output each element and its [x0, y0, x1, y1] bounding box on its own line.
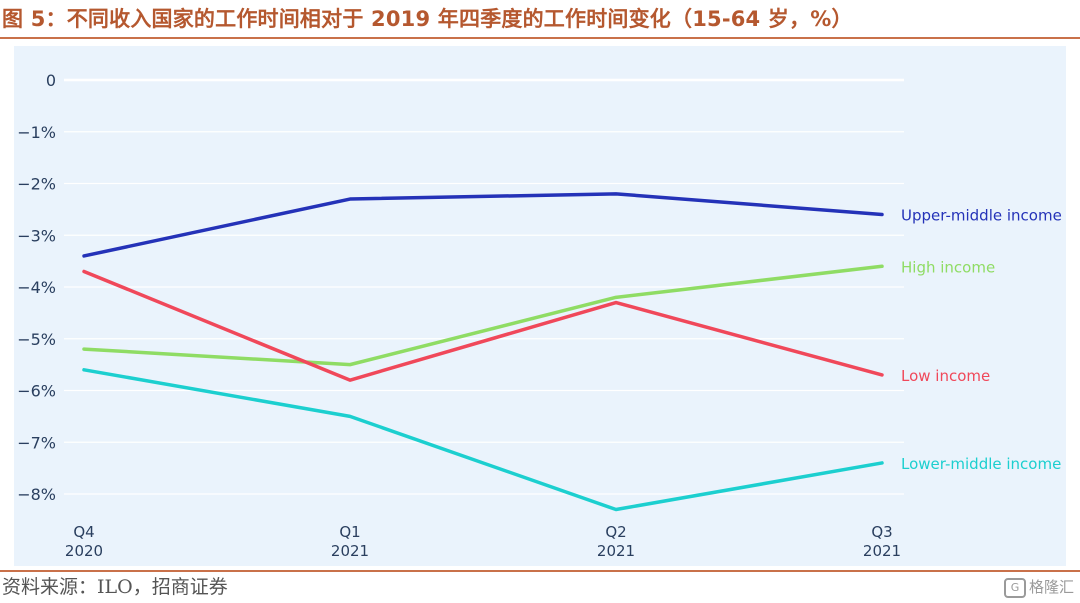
series-line [82, 264, 884, 367]
y-tick-label: −4% [17, 278, 56, 297]
title-divider [0, 37, 1080, 39]
series-label: Lower-middle income [901, 455, 1061, 473]
y-tick-label: −3% [17, 226, 56, 245]
source-note: 资料来源：ILO，招商证券 [2, 576, 228, 598]
y-axis-labels: 0 −1% −2% −3% −4% −5% −6% −7% −8% [17, 71, 56, 504]
y-tick-label: −1% [17, 123, 56, 142]
x-tick-label: Q1 2021 [331, 523, 369, 560]
series-label: Upper-middle income [901, 207, 1062, 225]
series-line [82, 269, 884, 382]
watermark-text: 格隆汇 [1028, 578, 1074, 596]
y-tick-label: −7% [17, 433, 56, 452]
figure-title: 图 5：不同收入国家的工作时间相对于 2019 年四季度的工作时间变化（15-6… [2, 7, 853, 31]
x-tick-label: Q4 2020 [65, 523, 103, 560]
y-tick-label: −8% [17, 485, 56, 504]
footer-divider [0, 570, 1080, 572]
series-lines [82, 192, 884, 512]
gridlines [64, 78, 904, 495]
line-chart: 0 −1% −2% −3% −4% −5% −6% −7% −8% Q4 2020 Q1 2021 Q2… [14, 46, 1066, 566]
y-tick-label: −6% [17, 382, 56, 401]
series-line [82, 368, 884, 512]
chart-area: 0 −1% −2% −3% −4% −5% −6% −7% −8% Q4 2020 Q1 2021 Q2… [14, 46, 1066, 566]
series-label: Low income [901, 367, 990, 385]
x-tick-label: Q3 2021 [863, 523, 901, 560]
y-tick-label: −2% [17, 175, 56, 194]
watermark: G 格隆汇 [1003, 576, 1074, 598]
x-tick-label: Q2 2021 [597, 523, 635, 560]
series-label: High income [901, 258, 995, 276]
plot-background [14, 46, 1066, 566]
series-line [82, 192, 884, 258]
x-axis-labels: Q4 2020 Q1 2021 Q2 2021 Q3 2021 [65, 523, 901, 560]
y-tick-label: −5% [17, 330, 56, 349]
watermark-logo-icon: G [1003, 577, 1026, 598]
series-labels: Upper-middle income High income Low income… [901, 207, 1062, 473]
y-tick-label: 0 [46, 71, 56, 90]
